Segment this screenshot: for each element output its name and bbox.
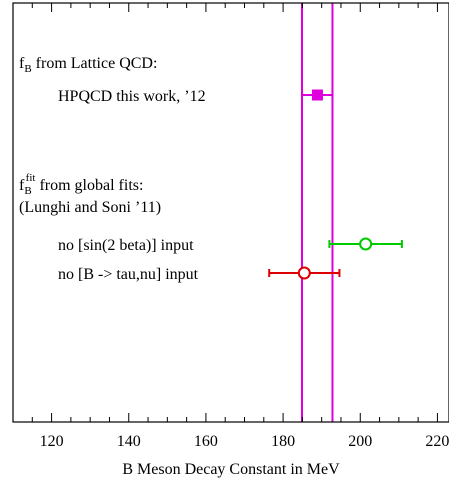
section-label-fits: fBfit from global fits:: [19, 172, 143, 197]
x-ticks: [12, 3, 438, 422]
x-tick-label-220: 220: [425, 433, 449, 450]
plot-frame: [12, 2, 449, 423]
x-axis-label: B Meson Decay Constant in MeV: [122, 461, 340, 478]
x-tick-label-120: 120: [40, 433, 64, 450]
section-label-fits-sup: fit: [26, 172, 36, 184]
x-tick-label-160: 160: [194, 433, 218, 450]
section-label-lattice: fB from Lattice QCD:: [19, 55, 157, 75]
series-label-btaunu: no [B -> tau,nu] input: [58, 266, 199, 283]
x-tick-label-180: 180: [271, 433, 295, 450]
x-tick-label-200: 200: [348, 433, 372, 450]
marker-btaunu: [297, 266, 311, 280]
series-label-sin2beta: no [sin(2 beta)] input: [58, 237, 194, 254]
section-label-lattice-sub: B: [24, 63, 31, 75]
series-label-hpqcd: HPQCD this work, ’12: [58, 88, 206, 105]
x-tick-labels: 120 140 160 180 200 220: [40, 433, 449, 450]
section-label-lattice-rest: from Lattice QCD:: [32, 55, 158, 72]
section-label-fits-line2: (Lunghi and Soni ’11): [19, 199, 161, 216]
section-label-fits-rest: from global fits:: [35, 177, 143, 194]
data-marks: [268, 89, 403, 280]
marker-hpqcd: [311, 89, 323, 101]
section-label-lattice-main: f: [19, 55, 25, 72]
section-label-fits-main: f: [19, 177, 25, 194]
marker-sin2beta: [359, 237, 373, 251]
section-label-fits-sub: B: [24, 185, 31, 197]
x-tick-label-140: 140: [117, 433, 141, 450]
